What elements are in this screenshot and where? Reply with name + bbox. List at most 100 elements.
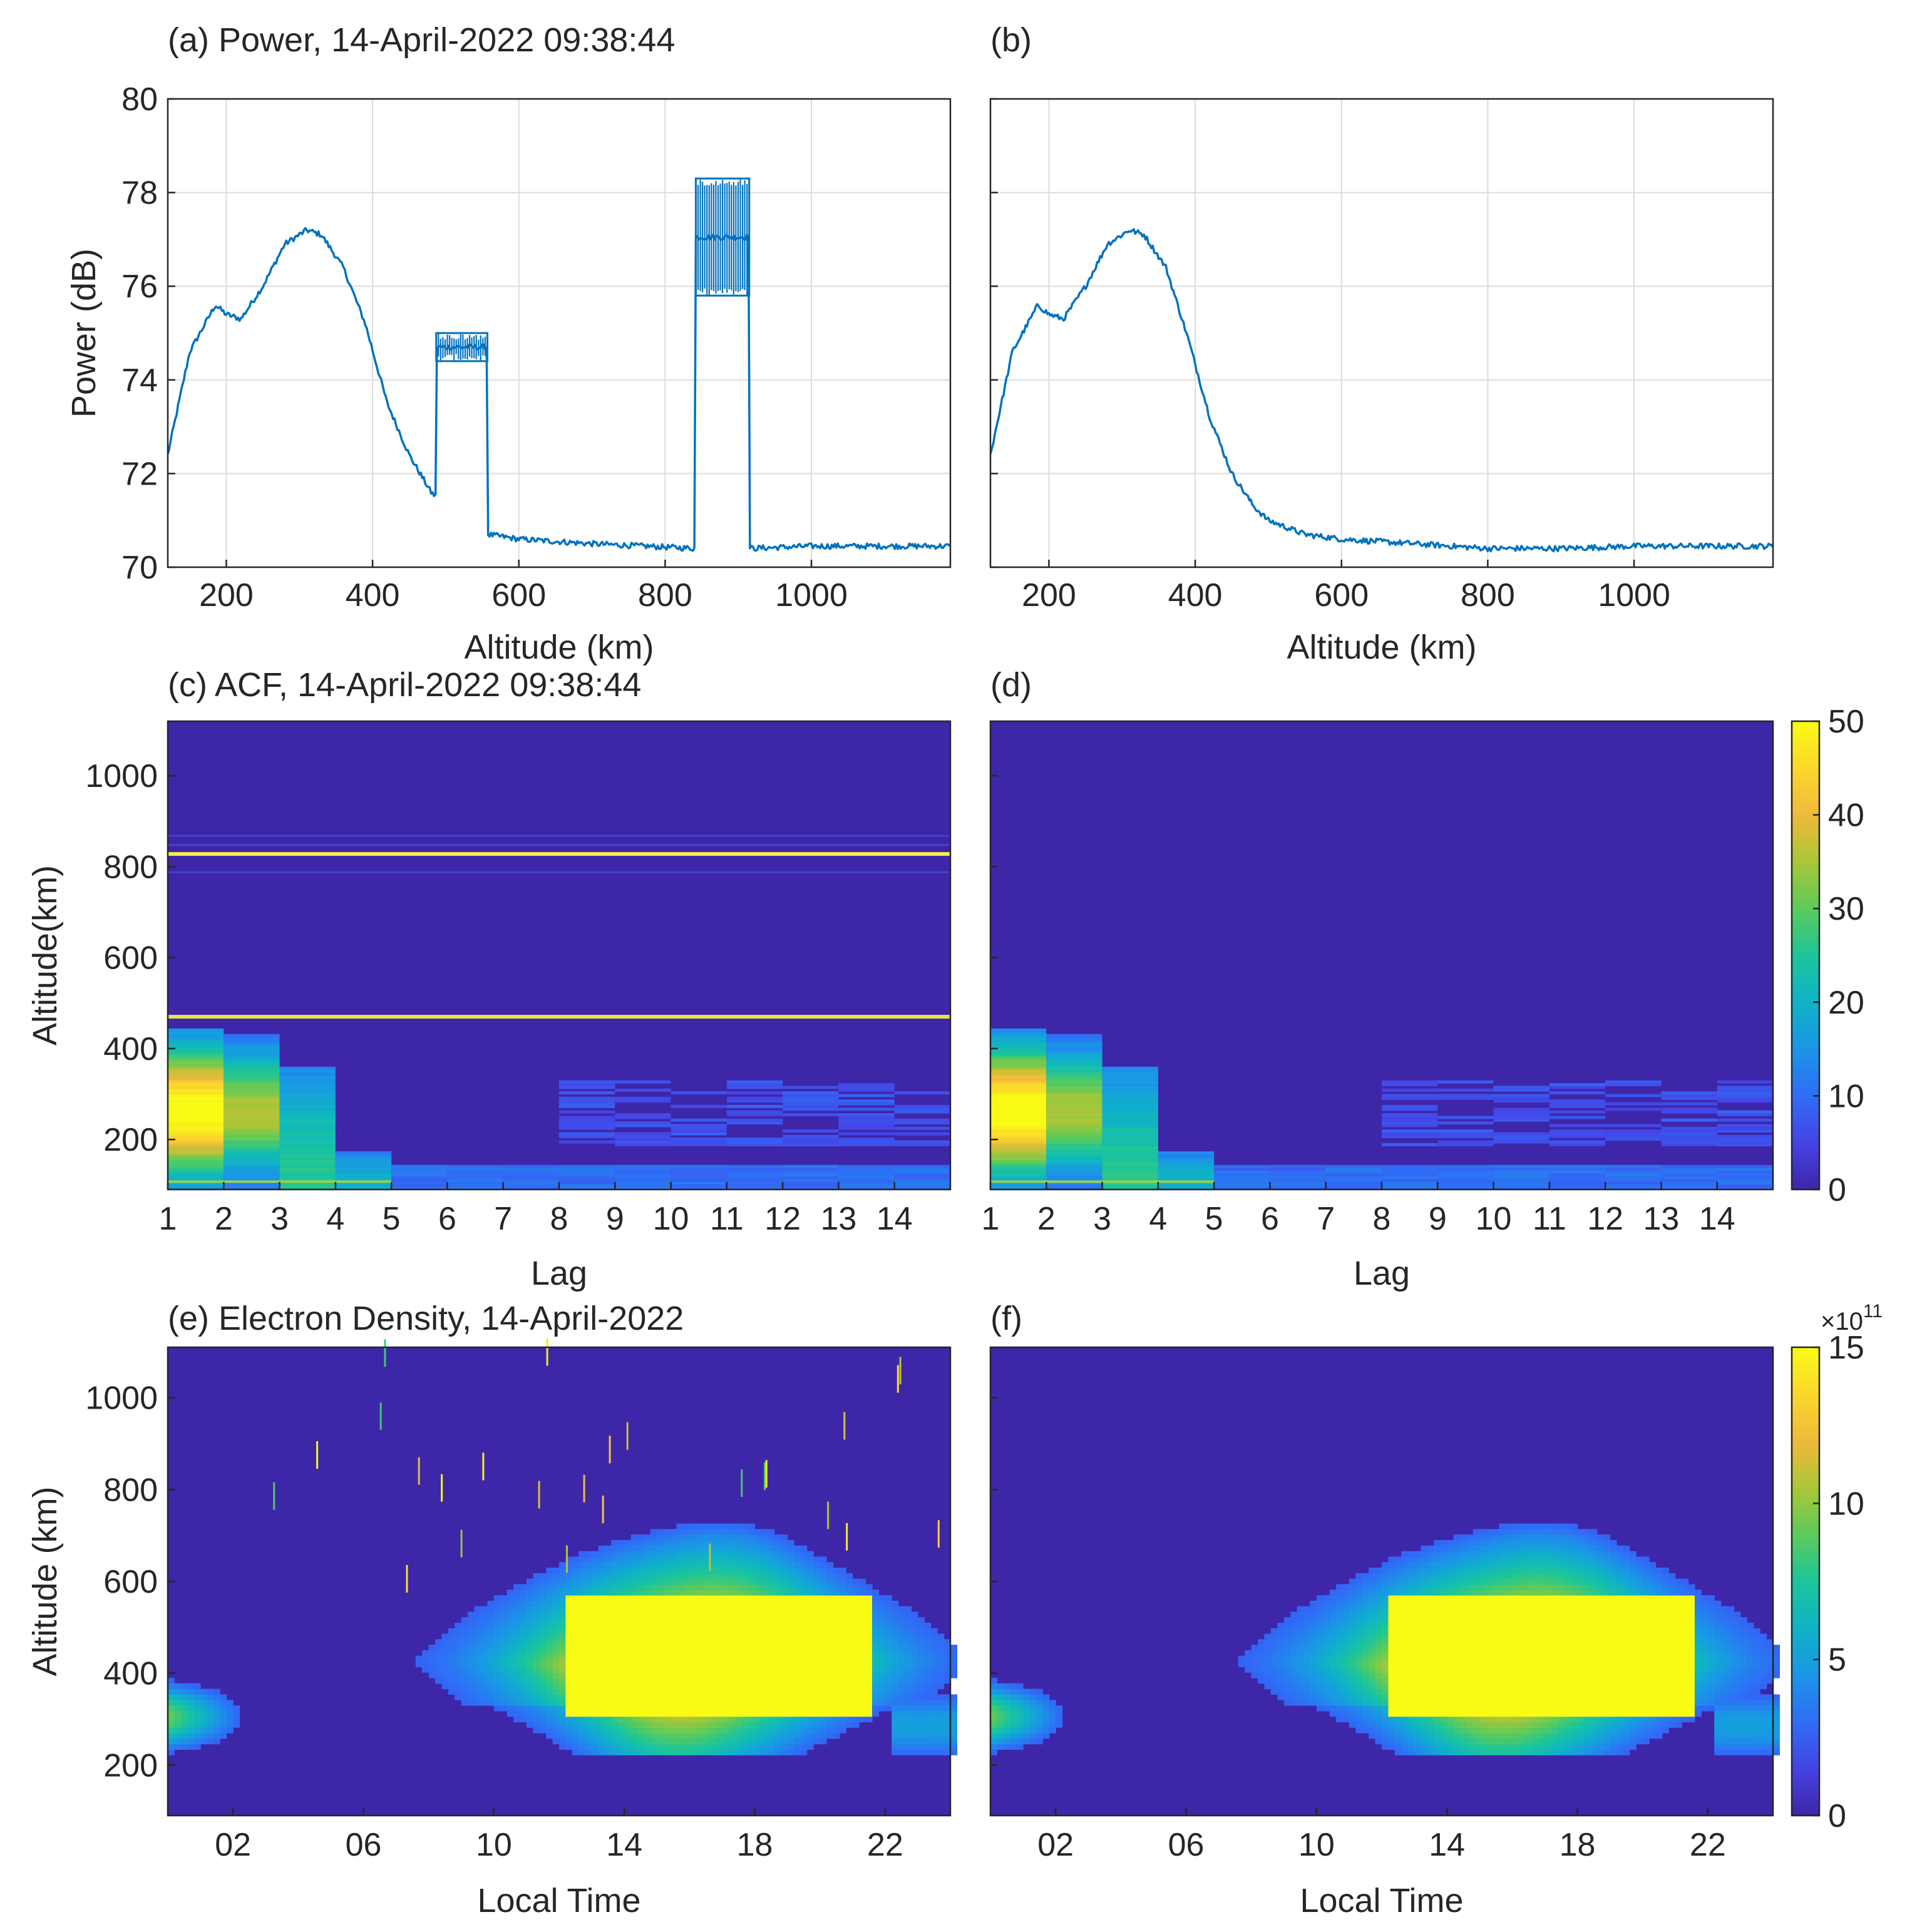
density-cell [754,1678,762,1684]
acf-cell [168,1148,224,1152]
density-cell [1505,1606,1513,1612]
density-cell [526,1600,533,1607]
density-cell [839,1678,846,1684]
density-cell [1518,1606,1526,1612]
density-cell [833,1617,840,1623]
density-cell [1336,1633,1344,1640]
density-cell [878,1661,886,1667]
acf-cell [279,1162,336,1166]
acf-cell [279,1066,336,1070]
density-cell [200,1694,208,1700]
density-cell [943,1667,951,1673]
density-cell [1447,1611,1454,1618]
density-cell [1316,1595,1323,1601]
density-cell [716,1733,722,1739]
density-cell [728,1733,736,1739]
density-cell [611,1683,619,1690]
density-cell [1336,1661,1344,1667]
density-cell [1245,1667,1252,1673]
acf-cell [1661,1094,1717,1097]
density-cell [1407,1722,1415,1728]
panel-a-power: (a) Power, 14-April-2022 09:38:44 200 400… [65,21,952,666]
density-cell [1440,1688,1447,1695]
acf-cell [990,1091,1047,1095]
density-cell [833,1633,840,1640]
density-cell [461,1639,468,1645]
acf-cell [1046,1096,1102,1100]
density-cell [506,1617,514,1623]
density-cell [676,1551,684,1557]
density-cell [617,1611,625,1618]
acf-cell [1717,1138,1773,1141]
density-cell [1303,1617,1310,1623]
density-cell [696,1633,703,1640]
density-cell [846,1722,853,1728]
acf-cell [279,1088,336,1092]
density-cell [1375,1623,1382,1629]
density-cell [552,1578,560,1585]
density-cell [930,1678,938,1684]
acf-cell [279,1164,336,1168]
density-cell [774,1683,781,1690]
density-cell [768,1545,775,1552]
density-cell [800,1628,808,1635]
density-cell [565,1611,573,1618]
density-cell [781,1600,788,1607]
density-cell [650,1688,657,1695]
density-cell [650,1617,657,1623]
density-cell [520,1606,527,1612]
density-cell [794,1667,801,1673]
density-cell [1479,1639,1487,1645]
density-cell [1016,1716,1024,1722]
acf-cell [1046,1050,1102,1054]
density-cell [702,1722,710,1728]
density-cell [565,1744,573,1750]
density-cell [1460,1600,1467,1607]
x-tick-label: 22 [867,1827,903,1863]
density-cell [611,1650,619,1657]
acf-cell [726,1178,783,1182]
density-cell [1277,1688,1285,1695]
acf-cell [990,1077,1047,1081]
density-cell [1505,1661,1513,1667]
density-cell [1453,1722,1461,1728]
density-cell [781,1562,788,1568]
density-cell [1414,1678,1422,1684]
density-cell [1362,1595,1369,1601]
density-cell [617,1623,625,1629]
density-cell [924,1639,932,1645]
density-cell [644,1700,651,1706]
density-cell [650,1650,657,1657]
density-cell [644,1738,651,1745]
density-cell [455,1655,462,1662]
density-cell [1375,1688,1382,1695]
density-cell [898,1744,905,1750]
density-cell [1401,1578,1409,1585]
density-cell [859,1578,866,1585]
density-cell [781,1733,788,1739]
density-cell [565,1633,573,1640]
density-cell [1427,1678,1434,1684]
density-cell [872,1623,879,1629]
density-cell [702,1617,710,1623]
density-cell [604,1628,612,1635]
density-cell [682,1617,690,1623]
density-cell [611,1667,619,1673]
acf-cell [838,1088,895,1092]
acf-cell [1717,1088,1773,1092]
density-cell [493,1667,501,1673]
density-cell [728,1534,736,1541]
density-cell [1394,1590,1402,1596]
acf-cell [447,1170,503,1174]
density-cell [670,1551,677,1557]
density-cell [885,1633,892,1640]
density-cell [448,1650,455,1657]
density-cell [892,1606,899,1612]
density-cell [604,1633,612,1640]
density-cell [728,1584,736,1590]
density-cell [1303,1661,1310,1667]
density-cell [735,1710,743,1717]
density-cell [474,1617,481,1623]
density-cell [513,1623,521,1629]
density-cell [813,1727,821,1734]
